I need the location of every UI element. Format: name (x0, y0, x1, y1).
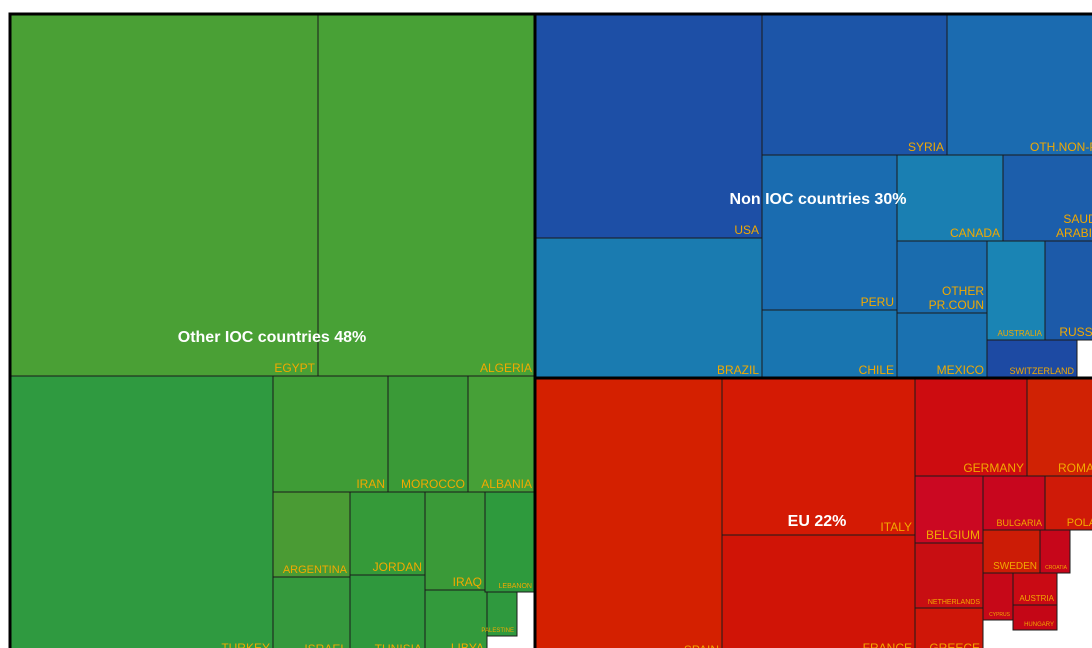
country-cell (1012, 604, 1058, 631)
country-label: LEBANON (499, 583, 532, 590)
country-cell (484, 491, 536, 593)
country-cell (387, 375, 469, 493)
country-label: USA (734, 223, 759, 237)
country-cell (982, 572, 1014, 621)
country-cell (896, 154, 1004, 242)
country-cell (534, 13, 763, 239)
country-label: BRAZIL (717, 363, 759, 377)
country-cell (982, 529, 1041, 574)
country-label: CYPRUS (989, 612, 1011, 618)
country-label: TURKEY (221, 641, 270, 648)
country-cell (534, 237, 763, 379)
country-cell (761, 13, 948, 156)
country-cell (914, 475, 984, 544)
country-label: TUNISIA (375, 642, 422, 648)
country-cell (914, 377, 1028, 477)
country-cell (982, 475, 1046, 531)
country-cell (761, 309, 898, 379)
country-cell (1002, 154, 1092, 242)
country-label: AUSTRIA (1019, 594, 1054, 603)
country-cell (761, 154, 898, 311)
country-cell (914, 542, 984, 609)
country-label: ROMANIA (1058, 461, 1092, 475)
country-label: BELGIUM (926, 528, 980, 542)
country-label: SAUDIARABIA (1056, 212, 1092, 240)
country-cell (349, 574, 426, 648)
country-label: SWITZERLAND (1009, 366, 1074, 376)
country-cell (349, 491, 426, 576)
country-cell (486, 591, 518, 637)
country-cell (1012, 572, 1058, 606)
country-cell (467, 375, 536, 493)
country-label: GREECE (929, 641, 980, 648)
country-cell (914, 607, 984, 648)
country-cell (896, 312, 988, 379)
country-cell (721, 377, 916, 536)
group-label: Other IOC countries 48% (178, 329, 367, 346)
country-label: SPAIN (684, 643, 719, 648)
country-label: CROATIA (1045, 565, 1068, 571)
country-cell (9, 13, 319, 377)
country-label: SWEDEN (993, 561, 1037, 572)
country-cell (1044, 475, 1092, 531)
country-label: IRAN (356, 477, 385, 491)
country-label: HUNGARY (1024, 622, 1054, 628)
country-label: JORDAN (373, 560, 422, 574)
country-cell (272, 375, 389, 493)
group-label: Non IOC countries 30% (730, 191, 907, 208)
country-cell (1026, 377, 1092, 477)
country-label: OTHER PR.COUN (929, 284, 985, 312)
country-label: AUSTRALIA (998, 329, 1043, 338)
country-label: FRANCE (863, 641, 912, 648)
country-label: CHILE (859, 363, 894, 377)
country-label: BULGARIA (996, 518, 1042, 528)
country-label: ITALY (880, 520, 912, 534)
country-cell (946, 13, 1092, 156)
country-label: ARGENTINA (283, 564, 348, 576)
country-cell (1039, 529, 1071, 574)
country-label: OTH.NON-PROD (1030, 140, 1092, 154)
country-cell (272, 576, 351, 648)
country-label: IRAQ (453, 575, 482, 589)
country-label: POLAND (1067, 517, 1092, 529)
country-label: EGYPT (274, 361, 315, 375)
country-label: SYRIA (908, 140, 944, 154)
country-cell (317, 13, 536, 377)
country-label: CANADA (950, 226, 1000, 240)
country-label: LIBYA (451, 641, 484, 648)
country-label: PERU (861, 295, 894, 309)
country-cell (986, 240, 1046, 341)
country-label: GERMANY (963, 461, 1024, 475)
country-cell (9, 375, 274, 648)
country-label: MEXICO (937, 363, 984, 377)
country-cell (1044, 240, 1092, 341)
country-cell (534, 377, 723, 648)
country-cell (424, 491, 486, 591)
country-cell (721, 534, 916, 648)
country-cell (424, 589, 488, 648)
country-label: MOROCCO (401, 477, 465, 491)
country-label: ALGERIA (480, 361, 532, 375)
group-border (533, 376, 1092, 648)
country-label: PALESTINE (481, 628, 514, 634)
country-label: NETHERLANDS (928, 599, 980, 606)
country-label: ISRAEL (304, 642, 347, 648)
country-label: ALBANIA (481, 477, 532, 491)
country-cell (272, 491, 351, 578)
group-label: EU 22% (788, 513, 847, 530)
country-label: RUSSIA (1059, 325, 1092, 339)
